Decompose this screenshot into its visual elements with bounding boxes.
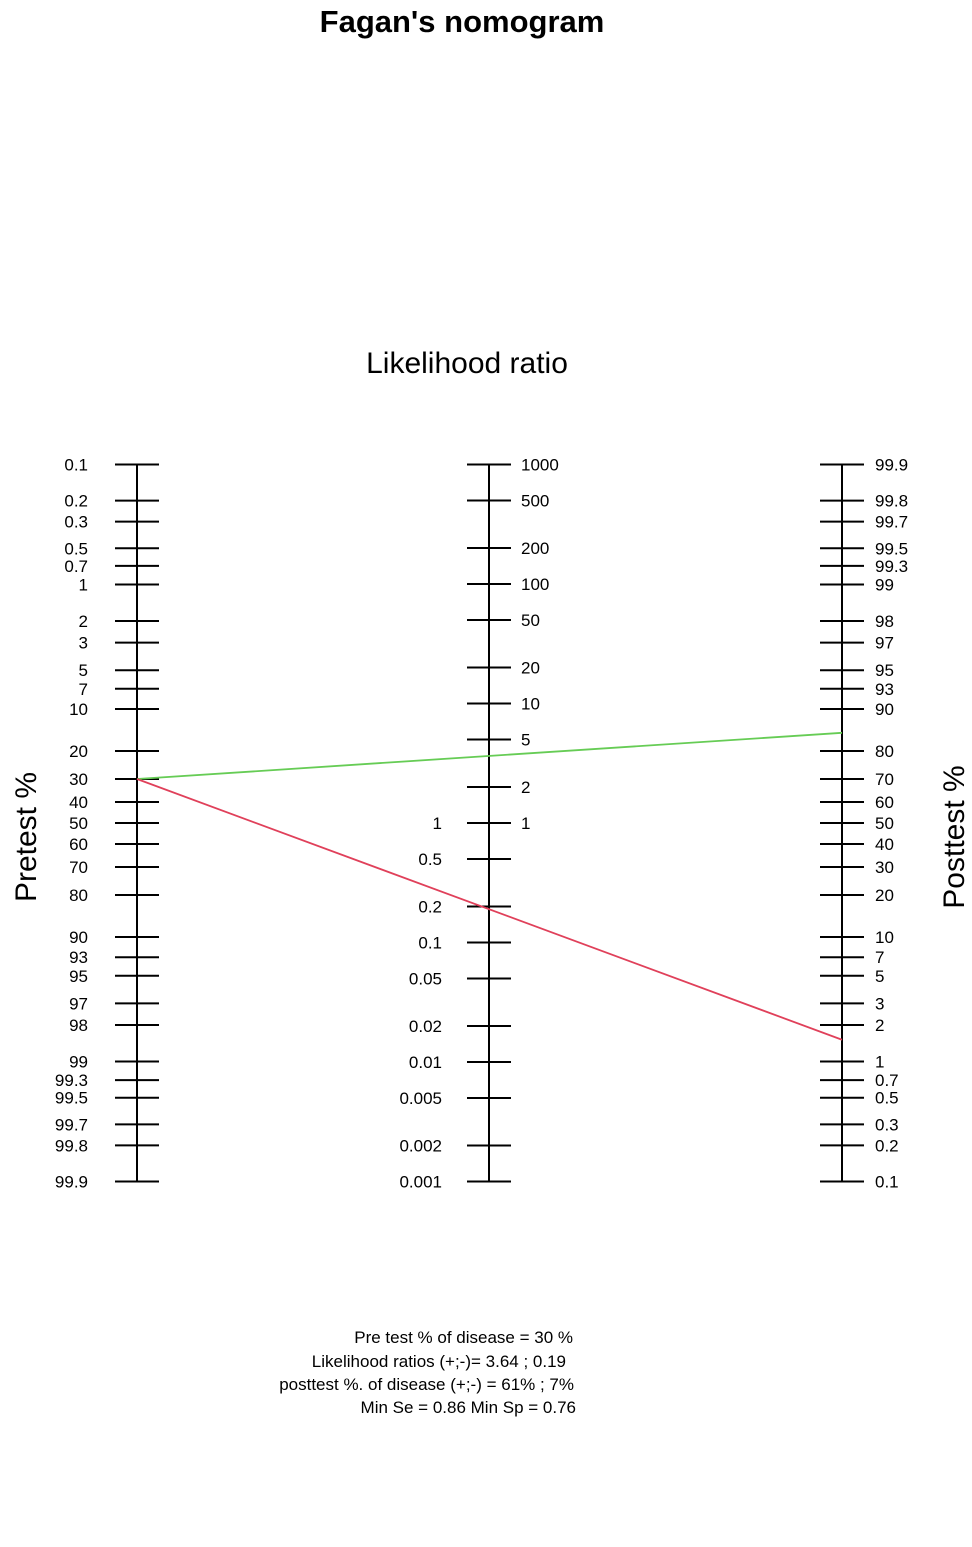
result-lines: [136, 731, 843, 1041]
posttest-tick-label: 0.5: [875, 1089, 899, 1108]
note-pretest: Pre test % of disease = 30 %: [354, 1328, 573, 1347]
likelihood-ratio-tick-label-negative: 0.02: [409, 1017, 442, 1036]
pretest-tick-label: 99.7: [55, 1115, 88, 1134]
likelihood-ratio-axis: 1000 500 200 100 50 20 10 5 2 1 1 0.5 0.2 0.1 0.05 0.02…: [399, 456, 558, 1192]
pretest-tick-label: 3: [79, 634, 88, 653]
pretest-tick-label: 0.1: [64, 456, 88, 475]
pretest-tick-label: 20: [69, 742, 88, 761]
pretest-tick-label: 0.7: [64, 557, 88, 576]
pretest-tick-label: 5: [79, 661, 88, 680]
posttest-tick-label: 99.9: [875, 456, 908, 475]
likelihood-ratio-tick-label-positive: 2: [521, 778, 530, 797]
posttest-tick-label: 0.2: [875, 1136, 899, 1155]
note-min-se-sp: Min Se = 0.86 Min Sp = 0.76: [361, 1398, 576, 1417]
posttest-tick-label: 0.1: [875, 1172, 899, 1191]
likelihood-ratio-tick-label-positive: 200: [521, 539, 549, 558]
pretest-tick-label: 1: [79, 576, 88, 595]
pretest-tick-label: 2: [79, 612, 88, 631]
pretest-tick-label: 97: [69, 994, 88, 1013]
pretest-tick-label: 93: [69, 948, 88, 967]
pretest-tick-label: 99.8: [55, 1136, 88, 1155]
posttest-axis: 99.999.899.799.599.399989795939080706050…: [820, 456, 908, 1191]
pretest-tick-label: 90: [69, 928, 88, 947]
pretest-tick-label: 0.5: [64, 539, 88, 558]
posttest-tick-label: 99.3: [875, 557, 908, 576]
posttest-tick-label: 99.7: [875, 513, 908, 532]
likelihood-ratio-tick-label-positive: 1000: [521, 456, 559, 475]
likelihood-ratio-tick-label-negative: 0.001: [399, 1173, 442, 1192]
pretest-tick-label: 95: [69, 967, 88, 986]
posttest-tick-label: 60: [875, 793, 894, 812]
posttest-tick-label: 95: [875, 661, 894, 680]
pretest-tick-label: 0.2: [64, 492, 88, 511]
likelihood-ratio-tick-label-negative: 0.005: [399, 1089, 442, 1108]
posttest-tick-label: 10: [875, 928, 894, 947]
posttest-tick-label: 0.3: [875, 1115, 899, 1134]
posttest-axis-title: Posttest %: [938, 765, 971, 908]
result-line-positive: [136, 731, 843, 780]
pretest-tick-label: 99.9: [55, 1172, 88, 1191]
pretest-tick-label: 10: [69, 700, 88, 719]
likelihood-ratio-tick-label-negative: 1: [433, 814, 442, 833]
posttest-tick-label: 5: [875, 967, 884, 986]
pretest-tick-label: 0.3: [64, 513, 88, 532]
note-likelihood-ratios: Likelihood ratios (+;-)= 3.64 ; 0.19: [312, 1352, 566, 1371]
summary-notes: Pre test % of disease = 30 % Likelihood …: [279, 1328, 576, 1417]
pretest-tick-label: 99.5: [55, 1089, 88, 1108]
chart-title: Fagan's nomogram: [320, 4, 605, 39]
posttest-tick-label: 2: [875, 1016, 884, 1035]
posttest-tick-label: 80: [875, 742, 894, 761]
posttest-tick-label: 40: [875, 835, 894, 854]
likelihood-ratio-tick-label-negative: 0.1: [418, 934, 442, 953]
posttest-tick-label: 99.5: [875, 539, 908, 558]
pretest-tick-label: 60: [69, 835, 88, 854]
posttest-tick-label: 93: [875, 680, 894, 699]
posttest-tick-label: 1: [875, 1052, 884, 1071]
posttest-tick-label: 50: [875, 814, 894, 833]
result-line-negative: [136, 778, 843, 1041]
likelihood-ratio-tick-label-negative: 0.5: [418, 850, 442, 869]
pretest-tick-label: 70: [69, 858, 88, 877]
pretest-tick-label: 99.3: [55, 1071, 88, 1090]
posttest-tick-label: 99.8: [875, 492, 908, 511]
likelihood-ratio-tick-label-positive: 50: [521, 611, 540, 630]
pretest-tick-label: 40: [69, 793, 88, 812]
posttest-tick-label: 7: [875, 948, 884, 967]
pretest-tick-label: 30: [69, 770, 88, 789]
pretest-tick-label: 98: [69, 1016, 88, 1035]
posttest-tick-label: 0.7: [875, 1071, 899, 1090]
pretest-axis-title: Pretest %: [10, 772, 43, 902]
likelihood-ratio-tick-label-negative: 0.05: [409, 969, 442, 988]
likelihood-ratio-title: Likelihood ratio: [366, 347, 568, 380]
posttest-tick-label: 98: [875, 612, 894, 631]
likelihood-ratio-tick-label-positive: 1: [521, 814, 530, 833]
posttest-tick-label: 30: [875, 858, 894, 877]
posttest-tick-label: 90: [875, 700, 894, 719]
likelihood-ratio-tick-label-positive: 5: [521, 730, 530, 749]
likelihood-ratio-tick-label-negative: 0.01: [409, 1053, 442, 1072]
posttest-tick-label: 3: [875, 994, 884, 1013]
likelihood-ratio-tick-label-positive: 100: [521, 575, 549, 594]
likelihood-ratio-tick-label-negative: 0.002: [399, 1137, 442, 1156]
pretest-tick-label: 50: [69, 814, 88, 833]
pretest-tick-label: 99: [69, 1052, 88, 1071]
likelihood-ratio-tick-label-positive: 10: [521, 695, 540, 714]
pretest-tick-label: 7: [79, 680, 88, 699]
posttest-tick-label: 20: [875, 886, 894, 905]
pretest-tick-label: 80: [69, 886, 88, 905]
posttest-tick-label: 99: [875, 576, 894, 595]
likelihood-ratio-tick-label-positive: 20: [521, 659, 540, 678]
likelihood-ratio-tick-label-positive: 500: [521, 491, 549, 510]
note-posttest: posttest %. of disease (+;-) = 61% ; 7%: [279, 1375, 574, 1394]
likelihood-ratio-tick-label-negative: 0.2: [418, 898, 442, 917]
posttest-tick-label: 97: [875, 634, 894, 653]
posttest-tick-label: 70: [875, 770, 894, 789]
